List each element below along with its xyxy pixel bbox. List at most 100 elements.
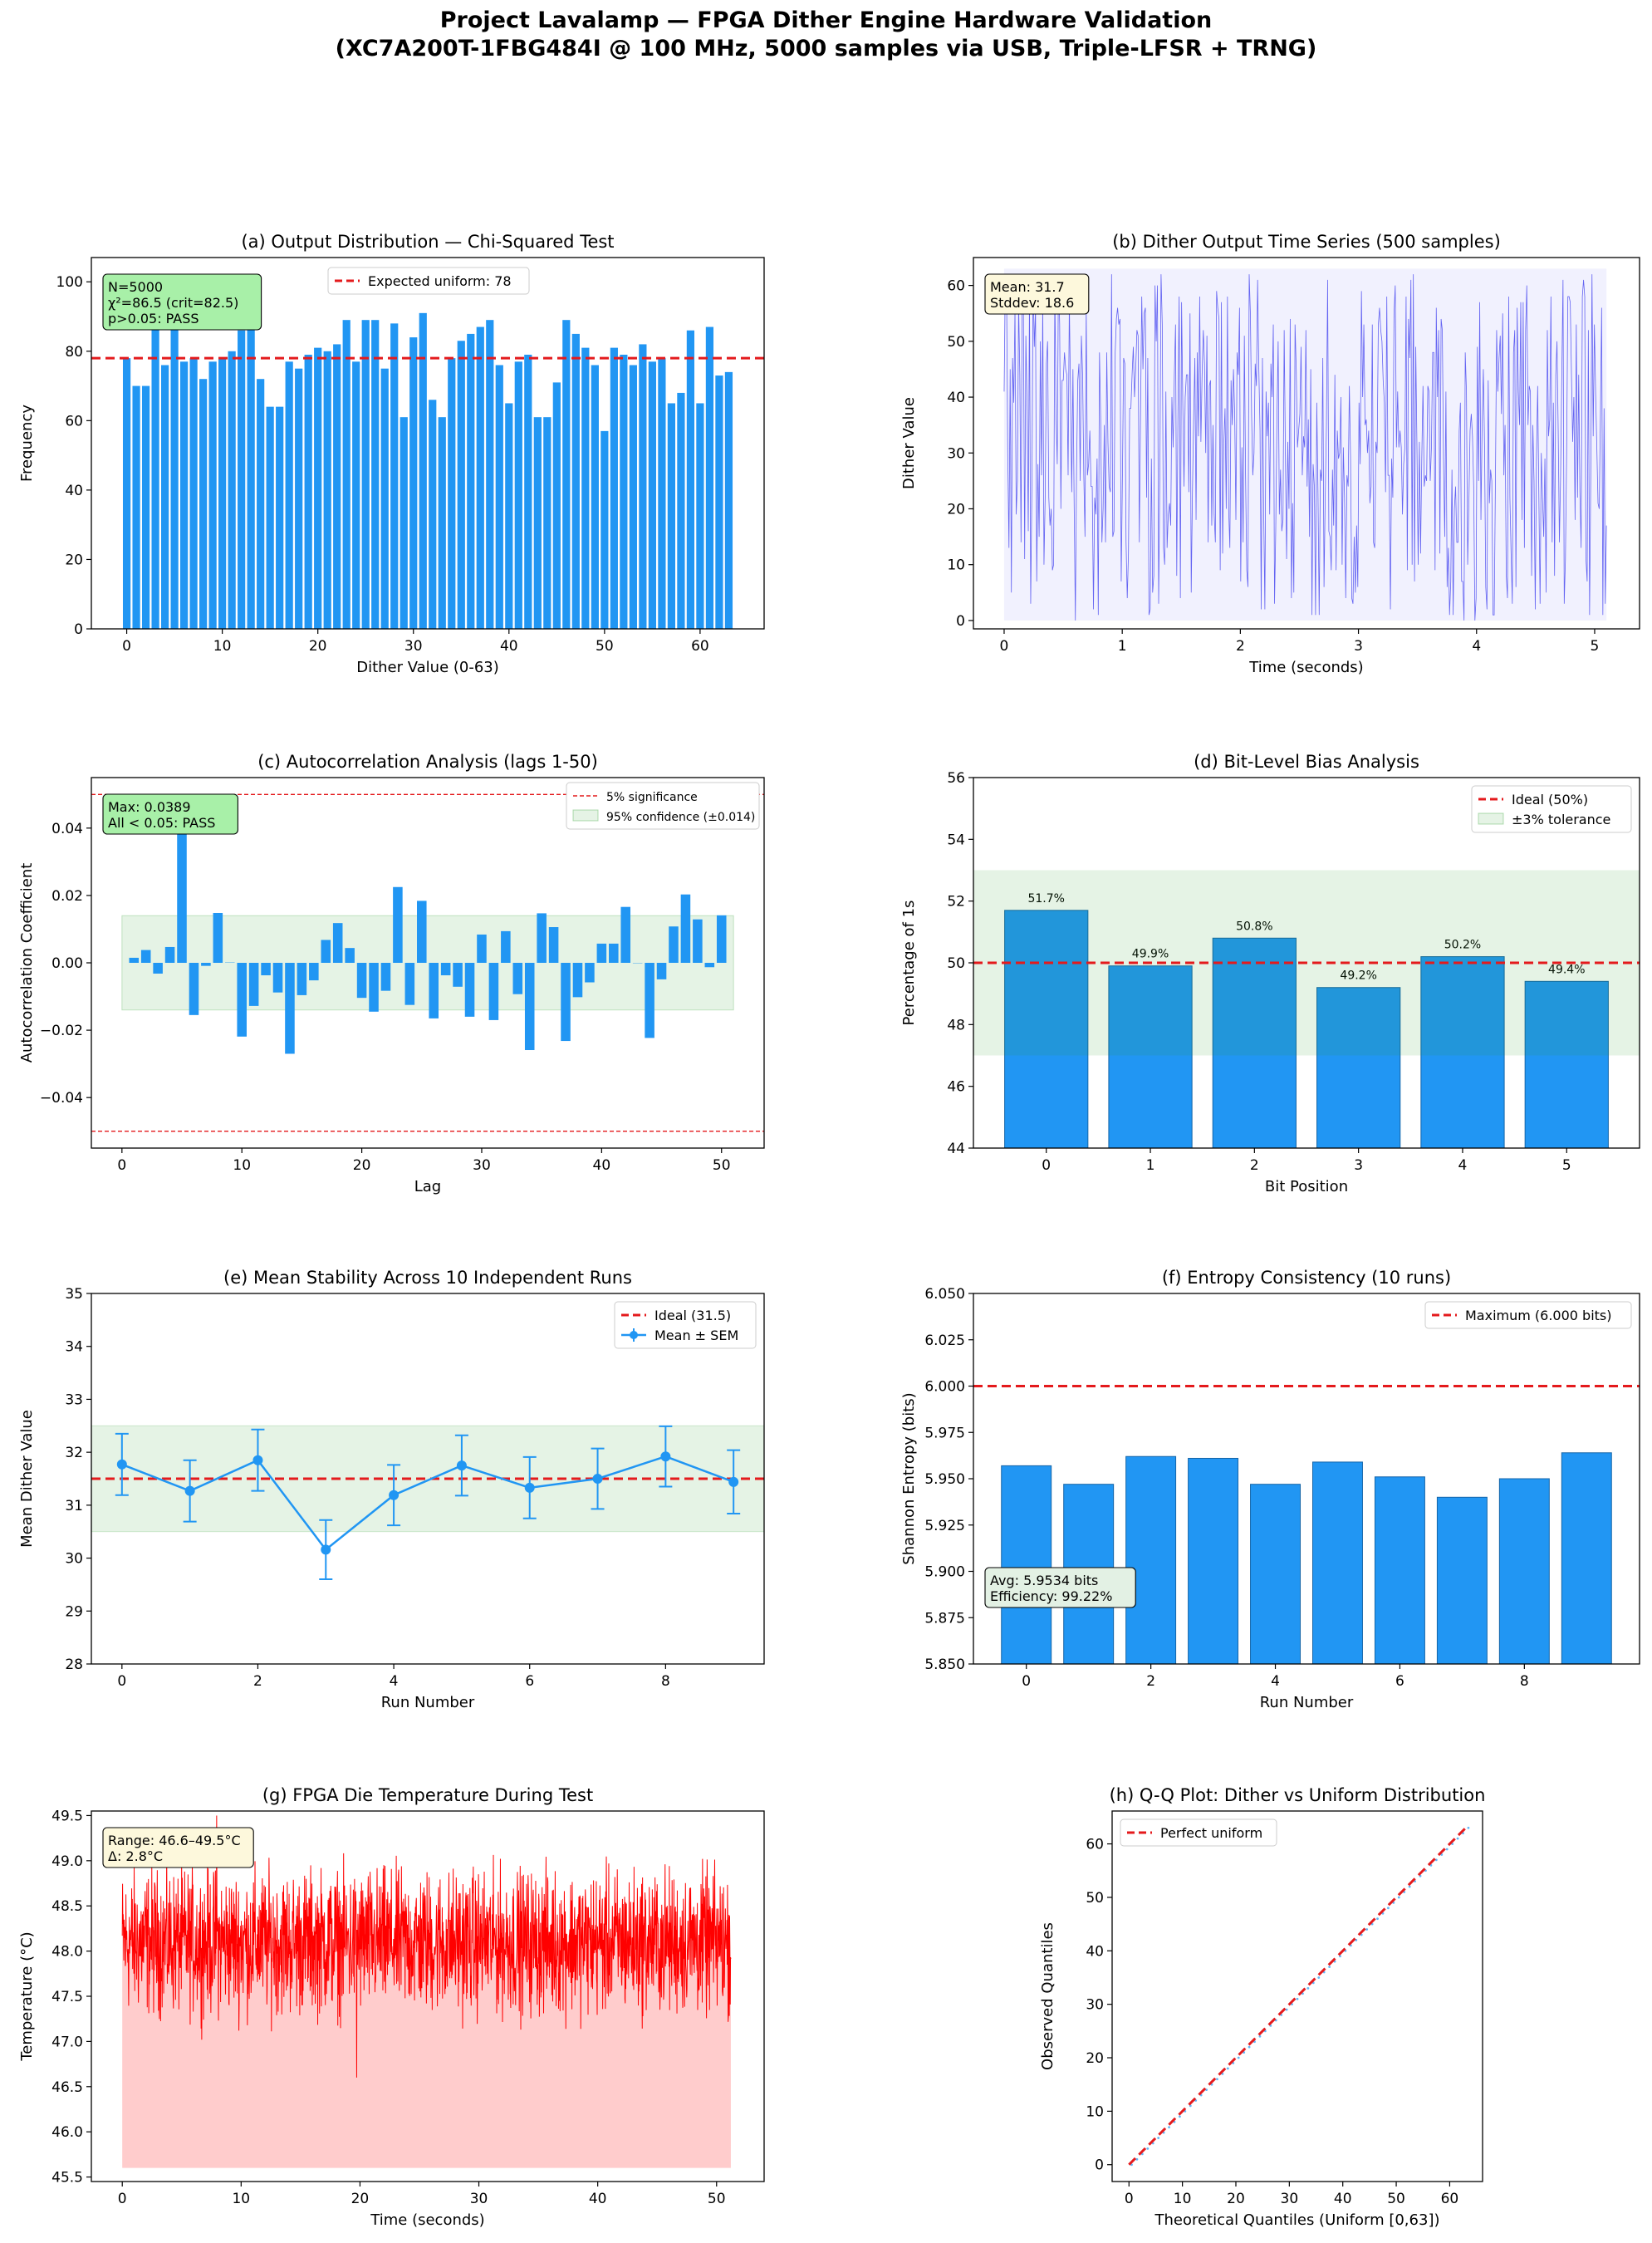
histogram-bar [208,361,217,629]
x-axis-label: Time (seconds) [370,2211,484,2229]
autocorrelation-bar [716,915,727,963]
y-tick-label: 54 [947,832,965,848]
y-tick-label: 80 [65,344,83,361]
histogram-bar [629,365,637,629]
chart-d-bit-bias: 51.7% 49.9% 50.8% 49.2% 50.2% 49.4% 0 1 2 3 4 5 44 46… [900,752,1640,1195]
histogram-bar [658,358,666,629]
y-axis-label: Observed Quantiles [1039,1922,1056,2070]
legend-entry: Maximum (6.000 bits) [1432,1308,1612,1323]
bit-bar-label: 49.4% [1548,963,1585,976]
x-axis-label: Run Number [1260,1694,1354,1711]
y-tick-label: 28 [65,1656,83,1673]
histogram-bar [429,400,437,629]
quantile-point [1328,1966,1331,1969]
x-tick-label: 3 [1354,638,1363,655]
y-tick-label: 48 [947,1017,965,1033]
y-tick-label: 6.025 [924,1333,965,1349]
mean-point [592,1474,603,1484]
histogram-bar [648,361,656,629]
x-tick-label: 30 [1281,2191,1299,2207]
chart-e-mean-stability: 0 2 4 6 8 28 29 30 31 32 33 34 35 (e) Mean Stability … [18,1268,765,1711]
histogram-bar [218,358,227,629]
autocorrelation-bar [440,963,451,976]
histogram-bar [486,320,494,629]
x-tick-label: 10 [233,1157,251,1174]
autocorrelation-bar [645,963,654,1038]
legend-label: 5% significance [606,791,698,804]
x-tick-label: 8 [661,1673,670,1690]
autocorrelation-bar [272,963,283,993]
annotation-text: Max: 0.0389 [108,799,191,815]
y-axis-label: Temperature (°C) [18,1931,36,2061]
x-tick-label: 50 [1387,2191,1405,2207]
x-tick-label: 0 [122,638,131,655]
histogram-bar [160,365,169,629]
legend-entry: Expected uniform: 78 [335,273,512,289]
chart-title: (g) FPGA Die Temperature During Test [262,1785,593,1805]
mean-point [660,1451,671,1462]
legend-box [1120,1818,1277,1847]
autocorrelation-bar [524,963,535,1051]
x-tick-label: 3 [1354,1157,1363,1174]
y-tick-label: 0 [74,621,83,638]
x-tick-label: 0 [1042,1157,1051,1174]
entropy-bar [1125,1455,1177,1665]
y-tick-label: 20 [947,501,965,518]
y-tick-label: 46.0 [51,2124,83,2141]
mean-point [389,1490,400,1500]
figure-title-line-1: Project Lavalamp — FPGA Dither Engine Ha… [439,7,1213,33]
autocorrelation-bar [548,927,559,963]
x-tick-label: 60 [691,638,709,655]
chart-title: (f) Entropy Consistency (10 runs) [1162,1268,1451,1288]
chart-f-entropy: 0 2 4 6 8 5.850 5.875 5.900 5.925 5.950 5.975 6.000… [900,1268,1640,1711]
histogram-bar [562,320,571,629]
histogram-bar [467,333,475,629]
y-tick-label: 49.0 [51,1853,83,1870]
histogram-bar [409,337,418,629]
x-tick-label: 50 [708,2191,726,2207]
figure-title-line-2: (XC7A200T-1FBG484I @ 100 MHz, 5000 sampl… [335,36,1317,61]
y-tick-label: 50 [1086,1890,1104,1907]
x-tick-label: 8 [1520,1673,1529,1690]
legend-swatch [572,809,599,822]
autocorrelation-bar [189,963,199,1015]
annotation-text: p>0.05: PASS [108,311,199,326]
y-tick-label: 5.975 [924,1425,965,1441]
autocorrelation-bar [704,963,715,968]
mean-point [321,1544,331,1555]
autocorrelation-bar [680,894,691,963]
autocorrelation-bar [669,926,679,963]
axes-frame [1111,1810,1483,2182]
y-tick-label: 100 [56,274,83,291]
entropy-bar [1250,1484,1302,1665]
x-tick-label: 2 [1250,1157,1259,1174]
temperature-line [121,1815,732,2078]
histogram-bar [247,306,255,629]
autocorrelation-bar [512,963,523,994]
quantile-point [1397,1896,1400,1899]
chart-h-qq-plot: 0 10 20 30 40 50 60 0 10 20 30 40 50 60 (h) Q-Q Plot: … [1039,1785,1485,2229]
annotation-text: All < 0.05: PASS [108,815,215,831]
mean-point [116,1459,127,1470]
legend-entry: Ideal (31.5) [621,1308,731,1323]
y-tick-label: 46.5 [51,2079,83,2096]
x-tick-label: 5 [1591,638,1600,655]
legend-entry: 5% significance [573,791,698,804]
y-tick-label: 56 [947,770,965,787]
histogram-bar [266,406,274,629]
legend-entry: ±3% tolerance [1478,812,1610,827]
x-tick-label: 0 [1125,2191,1134,2207]
x-tick-label: 5 [1562,1157,1571,1174]
x-tick-label: 30 [404,638,423,655]
x-tick-label: 6 [1395,1673,1404,1690]
y-tick-label: 46 [947,1079,965,1096]
y-tick-label: 6.000 [924,1379,965,1396]
figure-title: Project Lavalamp — FPGA Dither Engine Ha… [0,7,1652,63]
y-tick-label: 48.5 [51,1898,83,1915]
autocorrelation-bar [297,963,307,995]
legend-label: 95% confidence (±0.014) [606,811,755,824]
x-tick-label: 50 [713,1157,731,1174]
histogram-bar [371,320,380,629]
x-tick-label: 40 [500,638,518,655]
